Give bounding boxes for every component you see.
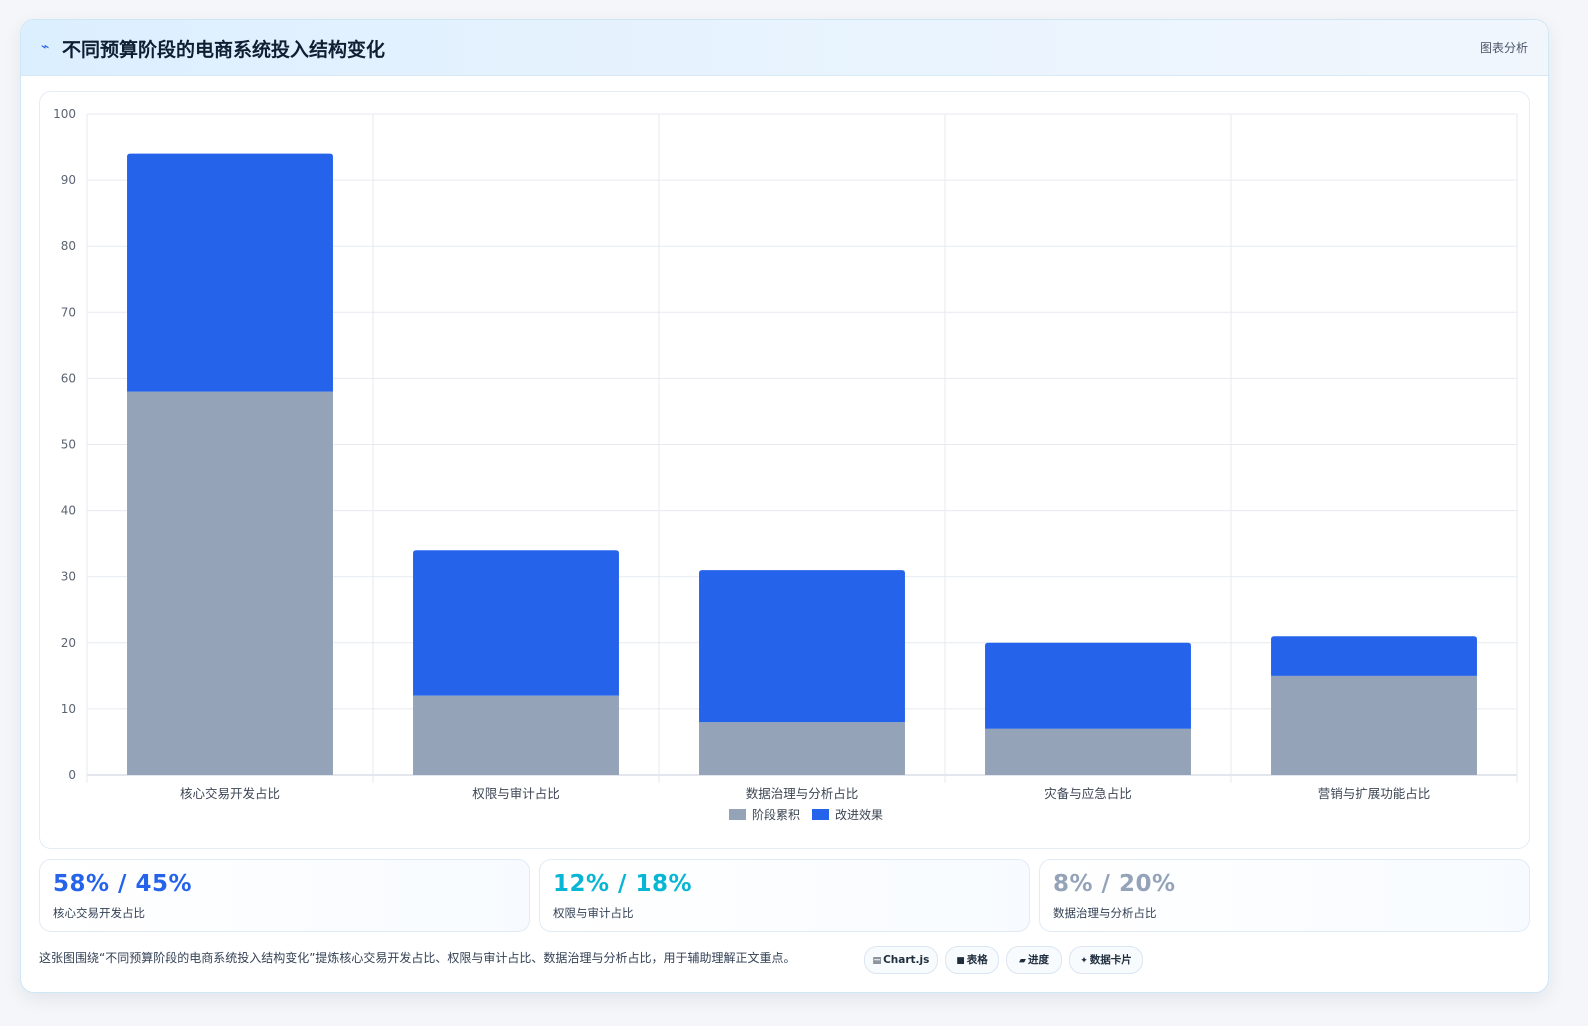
x-tick-label: 权限与审计占比: [472, 786, 560, 801]
x-tick-label: 数据治理与分析占比: [746, 786, 859, 801]
stat-value: 8% / 20%: [1053, 871, 1176, 897]
stat-label: 权限与审计占比: [553, 906, 634, 920]
stacked-bar-chart: 0 10 20 30 40 50 60 70 80 90 100 核心交易开发占比 权限与审计占比 数据治…: [53, 107, 1518, 822]
tag-label: 进度: [1027, 954, 1049, 966]
bar-improvement-effect: [127, 153, 333, 392]
page-title: 不同预算阶段的电商系统投入结构变化: [62, 39, 386, 61]
bar-stage-cumulative: [127, 391, 333, 775]
trend-line-icon: ⌁: [41, 39, 50, 55]
chart-card: ⌁ 不同预算阶段的电商系统投入结构变化 图表分析 0 10 20 30 40 50 60 70…: [20, 19, 1549, 993]
y-tick-label: 30: [61, 570, 76, 584]
sparkle-icon: ✦: [1080, 956, 1088, 966]
grid-icon: ■: [956, 956, 965, 966]
stat-value: 58% / 45%: [53, 871, 193, 897]
y-tick-label: 100: [53, 107, 76, 121]
table-icon: ▤: [872, 956, 882, 966]
bar-improvement-effect: [413, 550, 619, 696]
tag-data-card[interactable]: ✦ 数据卡片: [1069, 946, 1143, 974]
bar-stage-cumulative: [413, 695, 619, 775]
tag-table[interactable]: ■ 表格: [945, 946, 999, 974]
y-tick-label: 60: [61, 371, 76, 385]
x-tick-label: 灾备与应急占比: [1044, 786, 1132, 801]
tag-chartjs[interactable]: ▤ Chart.js: [864, 946, 938, 974]
y-tick-label: 0: [68, 768, 76, 782]
y-tick-label: 40: [61, 504, 76, 518]
stat-card-permission: 12% / 18% 权限与审计占比: [539, 859, 1030, 932]
legend-label: 阶段累积: [752, 807, 800, 822]
tag-label: 表格: [966, 954, 988, 966]
tag-progress[interactable]: ▰ 进度: [1006, 946, 1062, 974]
bar-stage-cumulative: [699, 722, 905, 775]
card-header: ⌁ 不同预算阶段的电商系统投入结构变化 图表分析: [21, 20, 1548, 76]
stat-label: 数据治理与分析占比: [1053, 906, 1157, 920]
y-tick-label: 70: [61, 305, 76, 319]
bar-stage-cumulative: [985, 728, 1191, 775]
stat-value: 12% / 18%: [553, 871, 693, 897]
stat-label: 核心交易开发占比: [53, 906, 145, 920]
y-tick-label: 80: [61, 239, 76, 253]
y-tick-label: 20: [61, 636, 76, 650]
legend-label: 改进效果: [835, 807, 883, 822]
bar-improvement-effect: [699, 570, 905, 723]
progress-icon: ▰: [1019, 956, 1026, 966]
tag-label: Chart.js: [883, 954, 930, 966]
x-tick-label: 营销与扩展功能占比: [1318, 786, 1431, 801]
bar-stage-cumulative: [1271, 675, 1477, 775]
legend-swatch: [812, 809, 829, 820]
y-tick-label: 10: [61, 702, 76, 716]
chart-panel: 0 10 20 30 40 50 60 70 80 90 100 核心交易开发占比 权限与审计占比 数据治…: [39, 91, 1530, 849]
legend-swatch: [729, 809, 746, 820]
tag-label: 数据卡片: [1089, 954, 1132, 966]
bar-improvement-effect: [985, 642, 1191, 729]
y-tick-label: 90: [61, 173, 76, 187]
chart-description: 这张图围绕“不同预算阶段的电商系统投入结构变化”提炼核心交易开发占比、权限与审计…: [39, 951, 796, 965]
stat-card-data-governance: 8% / 20% 数据治理与分析占比: [1039, 859, 1530, 932]
stat-card-core: 58% / 45% 核心交易开发占比: [39, 859, 530, 932]
chart-analysis-label: 图表分析: [1479, 41, 1528, 55]
bar-improvement-effect: [1271, 636, 1477, 676]
y-tick-label: 50: [61, 438, 76, 452]
x-tick-label: 核心交易开发占比: [180, 786, 280, 801]
